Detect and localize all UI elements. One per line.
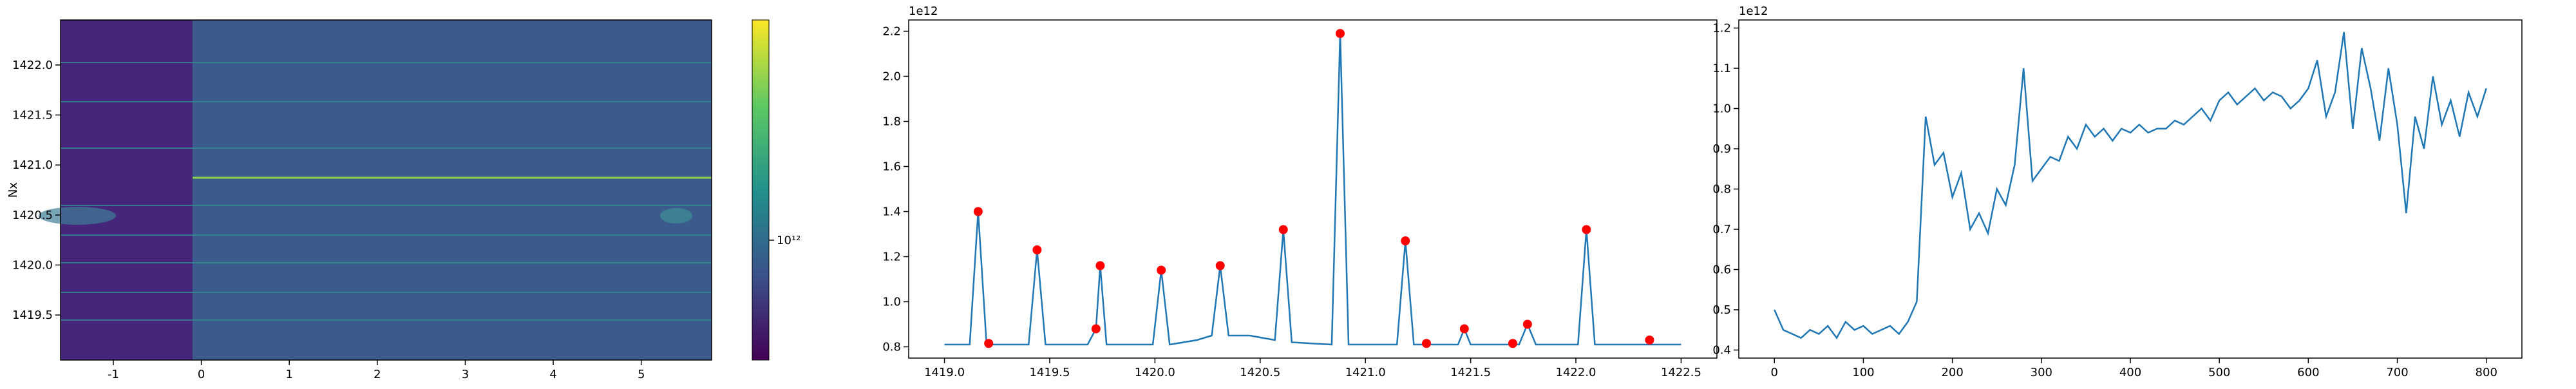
peak-marker [1421, 339, 1431, 348]
x-tick-label: 1422.0 [1556, 366, 1596, 379]
x-tick-label: 0 [1771, 366, 1778, 379]
y-tick-label: 0.5 [1712, 303, 1731, 317]
y-tick-label: 0.6 [1712, 263, 1731, 277]
x-tick-label: 1419.5 [1029, 366, 1070, 379]
peak-marker [1278, 225, 1288, 234]
y-axis-label: Nx [6, 182, 20, 198]
x-tick-label: 1419.0 [924, 366, 965, 379]
colorbar-tick-label: 10¹² [777, 234, 800, 247]
peak-marker [1032, 245, 1042, 254]
x-tick-label: 1420.0 [1135, 366, 1175, 379]
x-tick-label: 3 [462, 368, 469, 381]
y-tick-label: 0.8 [1712, 183, 1731, 196]
x-tick-label: 1 [285, 368, 292, 381]
y-tick-label: 0.4 [1712, 344, 1731, 357]
offset-label: 1e12 [909, 5, 938, 18]
peak-marker [984, 339, 994, 348]
peak-marker [1215, 261, 1225, 270]
y-tick-label: 2.0 [882, 70, 901, 84]
heatmap-image [39, 20, 712, 360]
y-tick-label: 0.8 [882, 341, 901, 354]
y-tick-label: 1421.5 [12, 109, 53, 122]
y-tick-label: 1.8 [882, 115, 901, 129]
y-tick-label: 1.0 [882, 296, 901, 309]
x-tick-label: 4 [549, 368, 556, 381]
x-tick-label: 0 [198, 368, 205, 381]
x-tick-label: 300 [2031, 366, 2052, 379]
y-tick-label: 1.1 [1712, 62, 1731, 75]
peak-marker [1582, 225, 1591, 234]
peak-marker [1645, 336, 1654, 345]
peak-marker [1508, 339, 1517, 348]
x-tick-label: 5 [638, 368, 645, 381]
peak-marker [1459, 324, 1469, 334]
x-tick-label: 500 [2208, 366, 2230, 379]
y-tick-label: 1422.0 [12, 59, 53, 72]
y-tick-label: 0.7 [1712, 223, 1731, 236]
y-tick-label: 1.0 [1712, 102, 1731, 116]
x-tick-label: 400 [2119, 366, 2141, 379]
x-tick-label: 600 [2297, 366, 2319, 379]
y-tick-label: 1.2 [1712, 22, 1731, 35]
y-tick-label: 2.2 [882, 25, 901, 39]
axes-frame [908, 19, 1718, 359]
x-tick-label: 200 [1941, 366, 1963, 379]
peak-marker [1157, 265, 1166, 275]
y-tick-label: 1419.5 [12, 308, 53, 322]
x-tick-label: 1420.5 [1240, 366, 1280, 379]
x-tick-label: 1421.5 [1450, 366, 1491, 379]
y-tick-label: 1.6 [882, 160, 901, 174]
y-tick-label: 1.4 [882, 205, 901, 219]
y-tick-label: 1420.5 [12, 209, 53, 222]
offset-label: 1e12 [1739, 5, 1768, 18]
x-tick-label: 800 [2476, 366, 2497, 379]
x-tick-label: 700 [2386, 366, 2408, 379]
x-tick-label: 100 [1852, 366, 1874, 379]
y-tick-label: 0.9 [1712, 142, 1731, 156]
peak-marker [973, 207, 983, 216]
y-tick-label: 1.2 [882, 251, 901, 264]
colorbar [752, 19, 770, 361]
y-tick-label: 1420.0 [12, 258, 53, 272]
peak-marker [1401, 236, 1410, 245]
data-line [1774, 32, 2487, 340]
x-tick-label: 1421.0 [1345, 366, 1386, 379]
peak-marker [1095, 261, 1105, 270]
x-tick-label: 1422.5 [1661, 366, 1701, 379]
peak-marker [1522, 319, 1532, 329]
data-line [944, 33, 1681, 346]
peak-marker [1091, 324, 1101, 334]
peak-marker [1335, 29, 1345, 38]
y-tick-label: 1421.0 [12, 158, 53, 172]
x-tick-label: -1 [108, 368, 119, 381]
axes-frame [60, 19, 712, 361]
x-tick-label: 2 [374, 368, 381, 381]
